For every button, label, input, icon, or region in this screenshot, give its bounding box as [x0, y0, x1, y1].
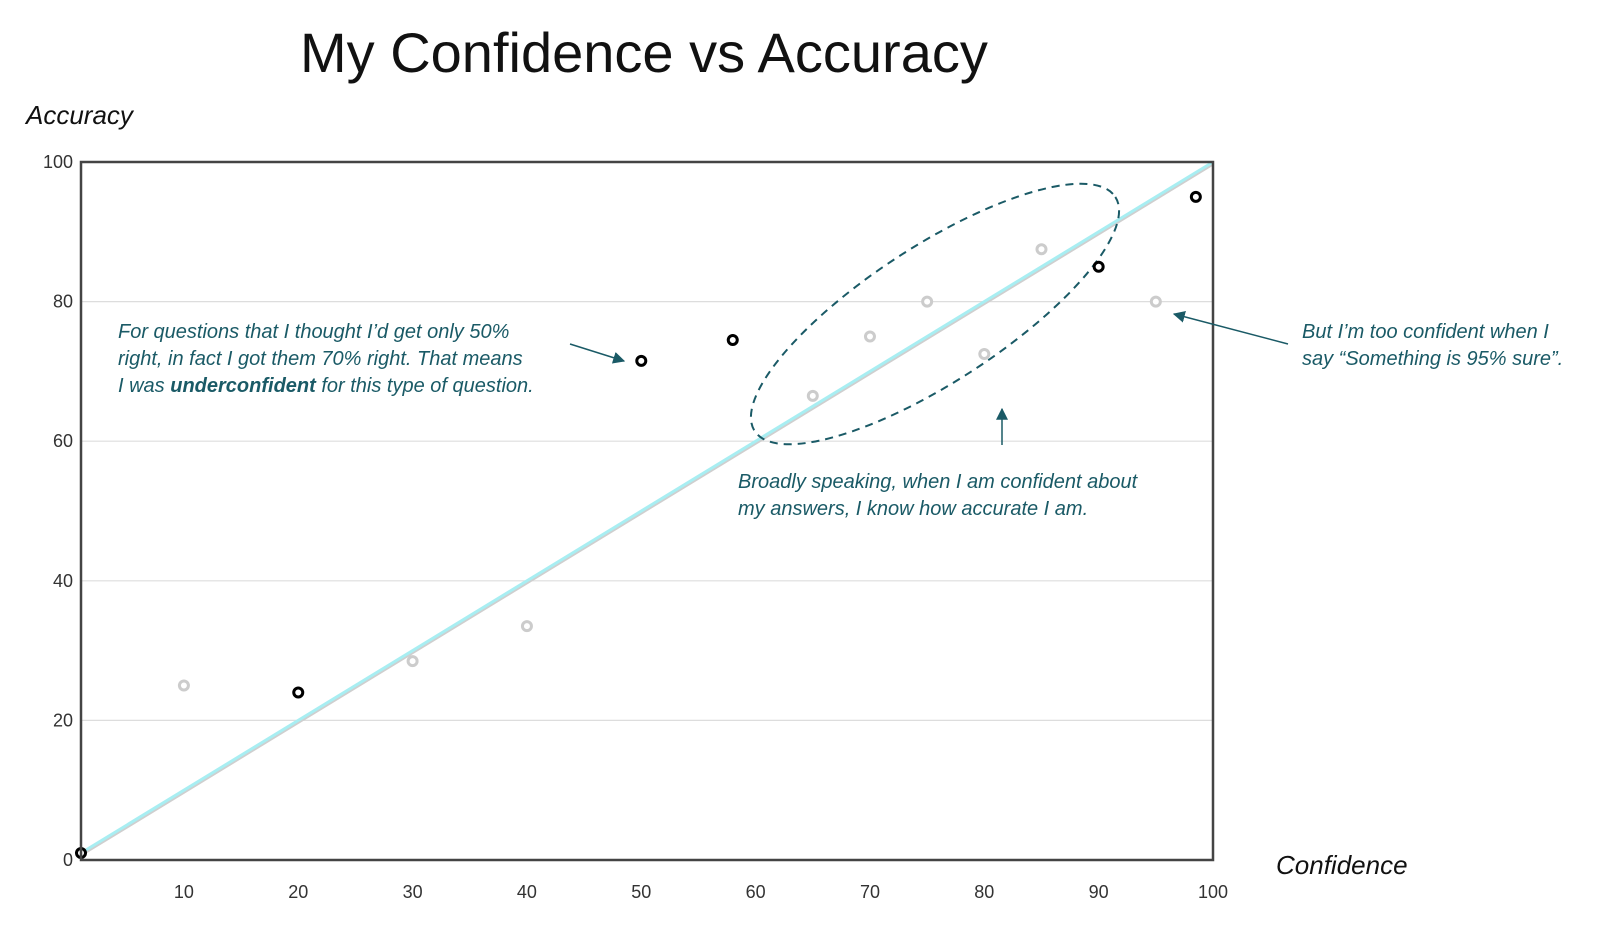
y-tick-label-40: 40	[53, 571, 73, 591]
data-point-s1-2	[520, 620, 533, 633]
y-tick-label-60: 60	[53, 431, 73, 451]
svg-text:say “Something is 95% sure”.: say “Something is 95% sure”.	[1302, 348, 1563, 370]
data-point-s0-5	[1189, 190, 1202, 203]
data-point-s1-6	[978, 347, 991, 360]
data-points	[75, 190, 1202, 860]
x-tick-label-70: 70	[860, 882, 880, 902]
svg-text:Broadly speaking, when I am co: Broadly speaking, when I am confident ab…	[738, 471, 1139, 493]
y-tick-label-20: 20	[53, 710, 73, 730]
calibrated-line-1: Broadly speaking, when I am confident ab…	[738, 471, 1139, 493]
y-axis-label: Accuracy	[24, 100, 135, 130]
x-tick-label-100: 100	[1198, 882, 1228, 902]
grid-lines	[81, 301, 1213, 722]
x-tick-label-50: 50	[631, 882, 651, 902]
data-point-s1-0	[177, 679, 190, 692]
y-tick-label-100: 100	[43, 152, 73, 172]
data-point-s0-3	[726, 333, 739, 346]
x-tick-labels: 10 20 30 40 50 60 70 80 90 100	[174, 882, 1228, 902]
plot-frame	[79, 160, 1215, 862]
data-point-s1-1	[406, 655, 419, 668]
x-tick-label-80: 80	[974, 882, 994, 902]
calibrated-region-ellipse	[749, 182, 1121, 446]
data-point-s1-4	[863, 330, 876, 343]
data-point-s1-5	[921, 295, 934, 308]
y-tick-label-0: 0	[63, 850, 73, 870]
data-point-s1-8	[1149, 295, 1162, 308]
underconfident-line-3a: I was	[118, 375, 170, 397]
reference-line-shadow	[80, 162, 1214, 857]
underconfident-line-2: right, in fact I got them 70% right. Tha…	[118, 348, 523, 370]
overconfident-arrow	[1172, 310, 1289, 345]
x-tick-label-90: 90	[1089, 882, 1109, 902]
y-tick-label-80: 80	[53, 292, 73, 312]
x-tick-label-60: 60	[746, 882, 766, 902]
overconfident-line-2: say “Something is 95% sure”.	[1302, 348, 1563, 370]
calibrated-line-2: my answers, I know how accurate I am.	[738, 498, 1088, 520]
reference-line	[80, 160, 1214, 855]
x-tick-label-40: 40	[517, 882, 537, 902]
underconfident-line-1: For questions that I thought I’d get onl…	[118, 321, 509, 343]
highlight-ellipse-layer	[749, 182, 1121, 446]
underconfident-emphasis: underconfident	[170, 375, 317, 397]
data-point-s1-7	[1035, 243, 1048, 256]
svg-text:right, in fact I got them 70%: right, in fact I got them 70% right. Tha…	[118, 348, 523, 370]
data-point-s0-1	[292, 686, 305, 699]
svg-text:my answers, I know how accurat: my answers, I know how accurate I am.	[738, 498, 1088, 520]
svg-text:For questions that I thought I: For questions that I thought I’d get onl…	[118, 321, 509, 343]
overconfident-line-1: But I’m too confident when I	[1302, 321, 1549, 343]
x-tick-label-10: 10	[174, 882, 194, 902]
reference-line-layer	[80, 160, 1214, 857]
x-tick-label-20: 20	[288, 882, 308, 902]
underconfident-line-3b: for this type of question.	[316, 375, 534, 397]
underconfident-arrow	[569, 343, 626, 364]
chart-title: My Confidence vs Accuracy	[300, 21, 988, 84]
data-point-s1-3	[806, 389, 819, 402]
data-point-s0-2	[635, 354, 648, 367]
x-axis-label: Confidence	[1276, 850, 1408, 880]
svg-text:But I’m too confident when I: But I’m too confident when I	[1302, 321, 1549, 343]
svg-text:I was underconfident for this: I was underconfident for this type of qu…	[118, 375, 534, 397]
overconfident-annotation: But I’m too confident when I say “Someth…	[1172, 310, 1563, 370]
data-point-s0-4	[1092, 260, 1105, 273]
calibrated-annotation: Broadly speaking, when I am confident ab…	[738, 407, 1139, 520]
underconfident-annotation: For questions that I thought I’d get onl…	[118, 321, 626, 397]
x-tick-label-30: 30	[403, 882, 423, 902]
y-tick-labels: 0 20 40 60 80 100	[43, 152, 73, 870]
